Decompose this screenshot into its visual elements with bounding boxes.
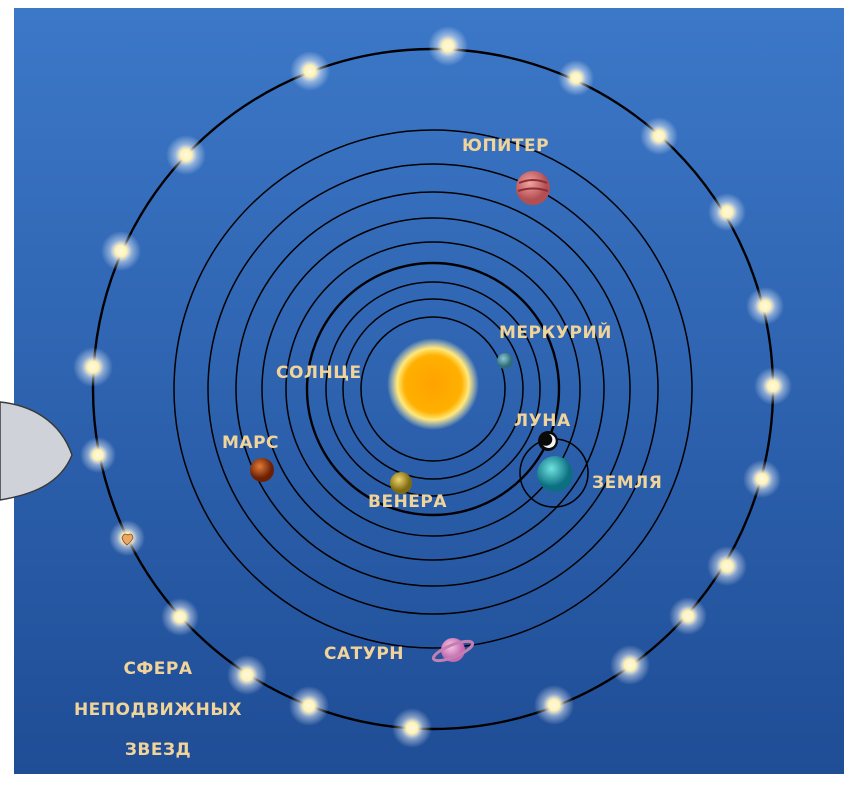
venus-planet <box>390 472 412 494</box>
star <box>669 597 707 635</box>
mercury-planet <box>497 353 513 369</box>
jupiter-planet <box>516 171 550 205</box>
orbits <box>173 129 693 649</box>
orbit-4 <box>285 241 581 537</box>
star <box>166 135 206 175</box>
stars <box>73 26 792 748</box>
orbit-mars <box>261 217 605 561</box>
star <box>534 685 574 725</box>
sun <box>387 338 479 430</box>
small-heart-icon <box>121 533 134 546</box>
label-mars: МАРС <box>222 433 279 453</box>
star <box>746 287 784 325</box>
star <box>610 645 650 685</box>
star <box>80 437 116 473</box>
label-sphere-line3: ЗВЕЗД <box>125 740 191 760</box>
star <box>428 26 468 66</box>
star <box>754 367 792 405</box>
label-sun: СОЛНЦЕ <box>276 363 362 383</box>
star <box>558 60 594 96</box>
star <box>743 460 781 498</box>
callout-shape <box>0 401 73 501</box>
label-saturn: САТУРН <box>324 644 404 664</box>
star <box>101 231 141 271</box>
label-jupiter: ЮПИТЕР <box>462 136 549 156</box>
star <box>707 546 747 586</box>
star <box>392 708 432 748</box>
label-mercury: МЕРКУРИЙ <box>499 321 612 343</box>
star <box>227 655 267 695</box>
star <box>161 598 199 636</box>
orbit-6 <box>235 191 631 587</box>
mars-planet <box>250 458 274 482</box>
star <box>290 51 330 91</box>
label-earth: ЗЕМЛЯ <box>592 473 662 493</box>
orbit-venus <box>325 281 541 497</box>
orbit-moon <box>360 316 506 462</box>
orbit-saturn <box>173 129 693 649</box>
orbit-earth <box>305 261 561 517</box>
star <box>640 117 678 155</box>
label-sphere-line2: НЕПОДВИЖНЫХ <box>74 700 242 720</box>
star <box>73 347 113 387</box>
star <box>289 686 329 726</box>
moon-body <box>538 431 558 451</box>
orbit-jupiter <box>207 163 659 615</box>
star <box>708 193 746 231</box>
label-moon: ЛУНА <box>514 411 571 431</box>
saturn-planet <box>431 638 475 663</box>
earth-planet <box>537 456 573 492</box>
orbit-mercury <box>342 298 524 480</box>
label-sphere-line1: СФЕРА <box>123 659 192 679</box>
label-venus: ВЕНЕРА <box>368 492 447 512</box>
